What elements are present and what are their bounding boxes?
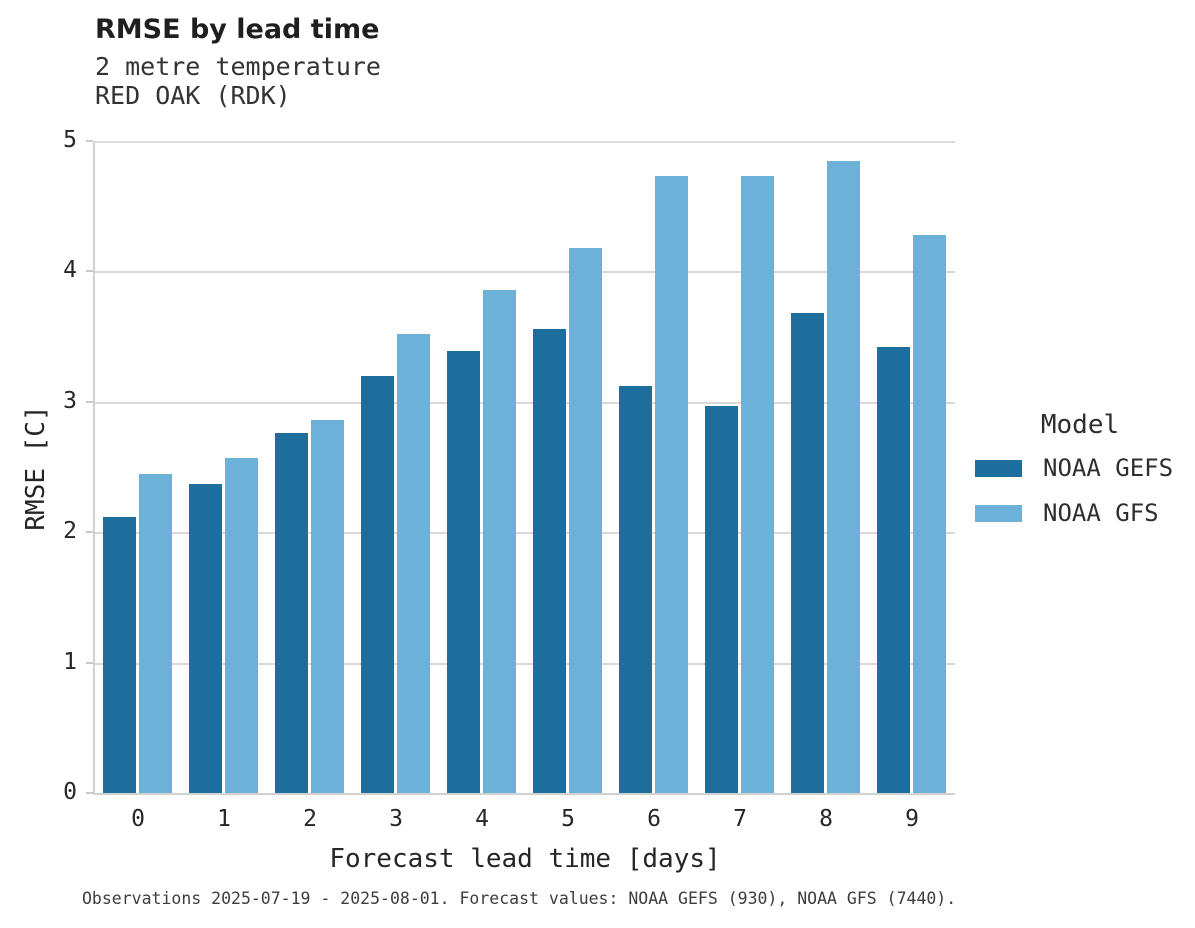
y-tick-mark: [86, 400, 93, 403]
bar-noaa-gfs-lead-4: [483, 290, 516, 793]
y-tick-label: 4: [63, 257, 77, 284]
bar-noaa-gfs-lead-7: [741, 176, 774, 793]
gridline: [95, 662, 955, 665]
x-tick-label: 1: [217, 806, 231, 832]
x-tick-label: 9: [905, 806, 919, 832]
y-axis-ticks: 0 1 2 3 4 5: [0, 129, 93, 804]
plot-area: [93, 141, 955, 795]
bar-noaa-gefs-lead-3: [361, 376, 394, 793]
y-tick-label: 1: [63, 648, 77, 675]
bar-noaa-gefs-lead-8: [791, 313, 824, 793]
bar-noaa-gfs-lead-5: [569, 248, 602, 793]
legend-label: NOAA GFS: [1043, 499, 1159, 527]
bar-noaa-gfs-lead-3: [397, 334, 430, 793]
x-tick-label: 4: [475, 806, 489, 832]
legend: Model NOAA GEFS NOAA GFS: [975, 410, 1185, 544]
x-tick-label: 2: [303, 806, 317, 832]
legend-entry-noaa-gefs: NOAA GEFS: [975, 454, 1185, 482]
chart-subtitle-variable: 2 metre temperature: [95, 52, 381, 81]
x-tick-label: 6: [647, 806, 661, 832]
bar-noaa-gfs-lead-9: [913, 235, 946, 793]
y-tick-mark: [86, 661, 93, 664]
gridline: [95, 401, 955, 404]
bar-noaa-gefs-lead-7: [705, 406, 738, 793]
bar-noaa-gefs-lead-4: [447, 351, 480, 793]
gridline: [95, 141, 955, 143]
bar-noaa-gefs-lead-9: [877, 347, 910, 793]
y-tick-label: 2: [63, 518, 77, 545]
x-axis-title: Forecast lead time [days]: [329, 844, 721, 874]
x-tick-label: 0: [131, 806, 145, 832]
x-tick-label: 3: [389, 806, 403, 832]
bar-noaa-gfs-lead-1: [225, 458, 258, 793]
y-tick-mark: [86, 140, 93, 142]
legend-entry-noaa-gfs: NOAA GFS: [975, 499, 1185, 527]
legend-swatch: [975, 459, 1022, 477]
y-tick-label: 0: [63, 779, 77, 805]
chart-title: RMSE by lead time: [95, 14, 380, 45]
bar-noaa-gefs-lead-2: [275, 433, 308, 793]
y-tick-mark: [86, 531, 93, 534]
y-tick-label: 5: [63, 127, 77, 153]
bar-noaa-gefs-lead-6: [619, 386, 652, 793]
legend-rows: NOAA GEFS NOAA GFS: [975, 454, 1185, 527]
bar-noaa-gfs-lead-0: [139, 474, 172, 793]
footer-caption: Observations 2025-07-19 - 2025-08-01. Fo…: [82, 889, 957, 908]
x-tick-label: 7: [733, 806, 747, 832]
x-axis-ticks: 0 1 2 3 4 5 6 7 8 9: [95, 806, 955, 836]
bar-noaa-gfs-lead-2: [311, 420, 344, 793]
bar-noaa-gfs-lead-6: [655, 176, 688, 793]
x-tick-label: 8: [819, 806, 833, 832]
bar-noaa-gefs-lead-5: [533, 329, 566, 793]
bar-noaa-gfs-lead-8: [827, 161, 860, 793]
chart-subtitle-station: RED OAK (RDK): [95, 81, 291, 110]
x-tick-label: 5: [561, 806, 575, 832]
legend-swatch: [975, 504, 1022, 522]
legend-title: Model: [1040, 410, 1120, 440]
legend-label: NOAA GEFS: [1043, 454, 1174, 482]
bar-noaa-gefs-lead-0: [103, 517, 136, 793]
gridline: [95, 271, 955, 274]
y-tick-mark: [86, 270, 93, 273]
y-tick-mark: [86, 792, 93, 794]
gridline: [95, 532, 955, 535]
y-tick-label: 3: [63, 387, 77, 414]
bar-noaa-gefs-lead-1: [189, 484, 222, 793]
